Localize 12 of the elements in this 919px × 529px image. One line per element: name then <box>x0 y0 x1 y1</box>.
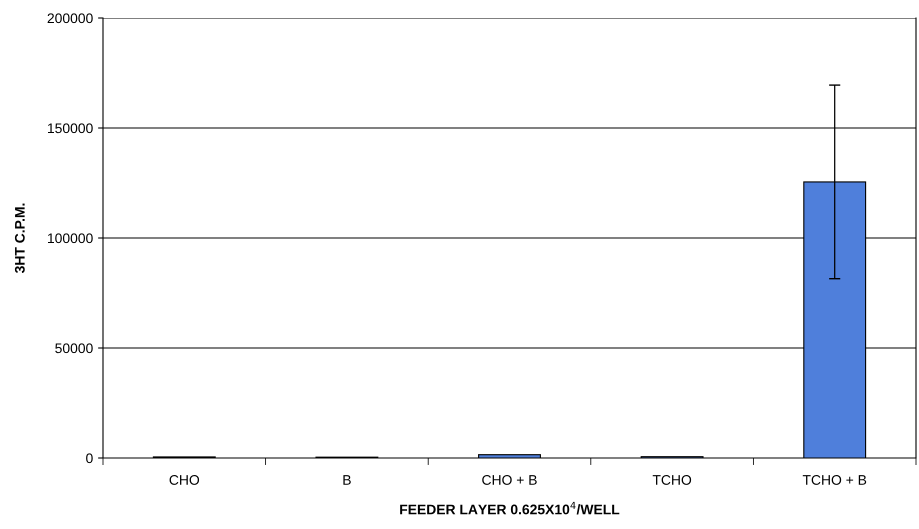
y-tick-label: 150000 <box>48 123 93 134</box>
x-tick-label: B <box>343 475 351 485</box>
x-tick-label: TCHO <box>652 475 692 485</box>
y-tick-label: 100000 <box>48 233 93 244</box>
y-axis-title: 3HT C.P.M. <box>14 204 25 274</box>
x-axis-title: FEEDER LAYER 0.625X10$^{4}$/WELL <box>400 502 620 515</box>
x-tick-label: TCHO + B <box>802 475 866 485</box>
y-tick-label: 0 <box>86 453 93 464</box>
x-tick-label: CHO <box>170 475 200 485</box>
y-tick-label: 200000 <box>48 13 93 24</box>
y-tick-label: 50000 <box>55 343 93 354</box>
x-tick-label: CHO + B <box>482 475 537 485</box>
